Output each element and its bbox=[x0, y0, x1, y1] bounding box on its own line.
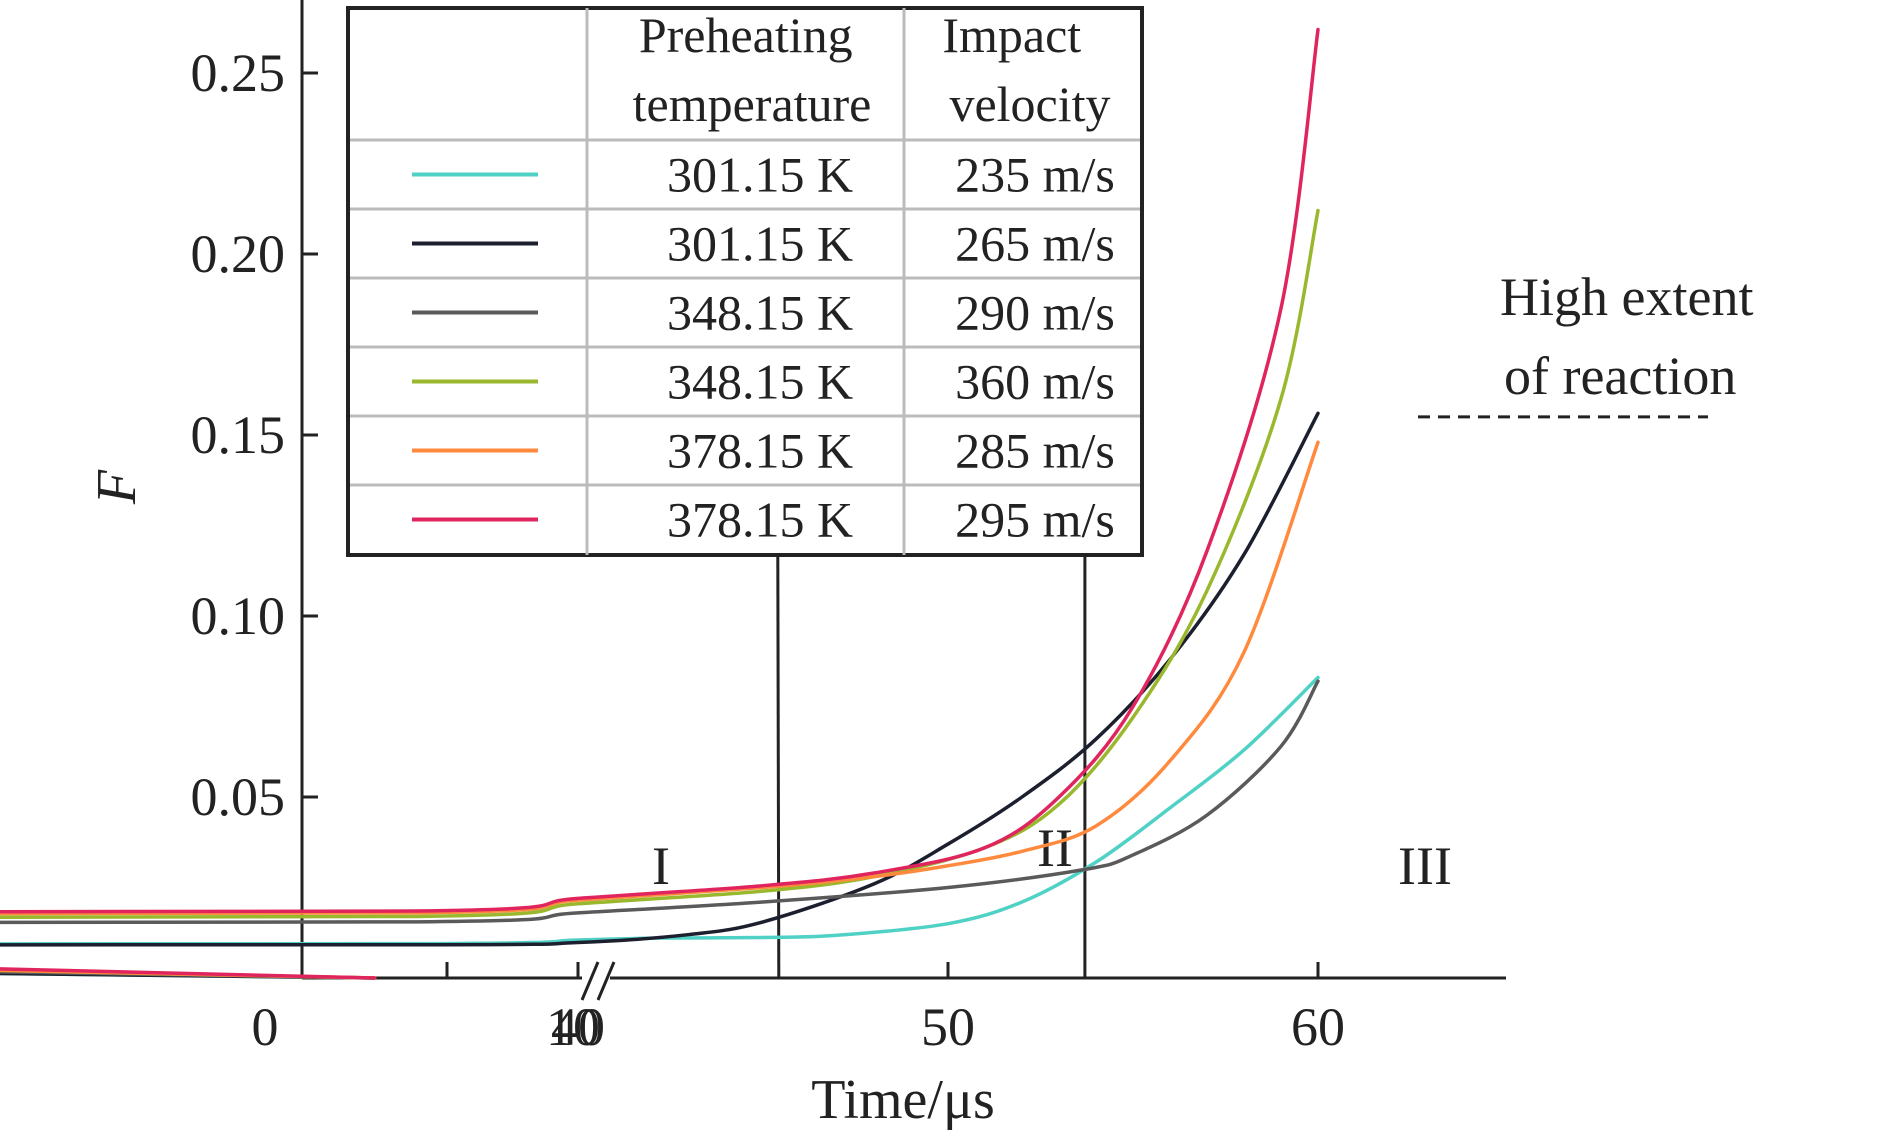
x-tick-label: 0 bbox=[252, 997, 279, 1057]
legend-temperature-5: 378.15 K bbox=[667, 423, 853, 479]
y-tick-label: 0.25 bbox=[191, 43, 286, 103]
legend-table: Preheating temperature Impact velocity 3… bbox=[346, 6, 1144, 557]
series-line-1 bbox=[0, 675, 1320, 980]
series-line-6 bbox=[0, 27, 1320, 980]
legend-velocity-2: 265 m/s bbox=[955, 216, 1115, 272]
legend-velocity-1: 235 m/s bbox=[955, 147, 1115, 203]
y-tick-label: 0.05 bbox=[191, 767, 286, 827]
region-label-2: II bbox=[1037, 818, 1073, 878]
y-tick-label: 0.10 bbox=[191, 586, 286, 646]
region-label-1: I bbox=[652, 836, 670, 896]
legend-temperature-3: 348.15 K bbox=[667, 285, 853, 341]
threshold-label-line2: of reaction bbox=[1504, 346, 1736, 406]
threshold-label-line1: High extent bbox=[1500, 267, 1753, 327]
axis-break-mark bbox=[580, 961, 616, 1001]
legend-header-temperature: Preheating temperature bbox=[633, 7, 872, 132]
legend-temperature-2: 301.15 K bbox=[667, 216, 853, 272]
legend-temperature-4: 348.15 K bbox=[667, 354, 853, 410]
x-axis-title: Time/μs bbox=[811, 1069, 995, 1131]
legend-velocity-5: 285 m/s bbox=[955, 423, 1115, 479]
x-tick-label: 10 bbox=[546, 997, 600, 1057]
series-lines bbox=[0, 27, 1320, 980]
series-line-5 bbox=[0, 440, 1320, 980]
legend-header-velocity: Impact velocity bbox=[942, 7, 1110, 132]
legend-velocity-4: 360 m/s bbox=[955, 354, 1115, 410]
x-tick-label: 50 bbox=[921, 997, 975, 1057]
legend-velocity-6: 295 m/s bbox=[955, 492, 1115, 548]
legend-temperature-1: 301.15 K bbox=[667, 147, 853, 203]
region-label-3: III bbox=[1398, 836, 1452, 896]
series-line-3 bbox=[0, 679, 1320, 980]
legend-border bbox=[346, 6, 1144, 557]
y-tick-label: 0.15 bbox=[191, 405, 286, 465]
x-tick-label: 40 bbox=[551, 997, 605, 1057]
legend-temperature-6: 378.15 K bbox=[667, 492, 853, 548]
y-tick-label: 0.20 bbox=[191, 224, 286, 284]
y-ticks: 0.05 0.10 0.15 0.20 0.25 bbox=[191, 43, 318, 827]
region-boundary-1 bbox=[776, 554, 781, 979]
legend-rows: 301.15 K 235 m/s 301.15 K 265 m/s 348.15 K 29… bbox=[350, 147, 1140, 548]
x-tick-label: 60 bbox=[1291, 997, 1345, 1057]
legend-velocity-3: 290 m/s bbox=[955, 285, 1115, 341]
y-axis-title: F bbox=[86, 469, 148, 505]
